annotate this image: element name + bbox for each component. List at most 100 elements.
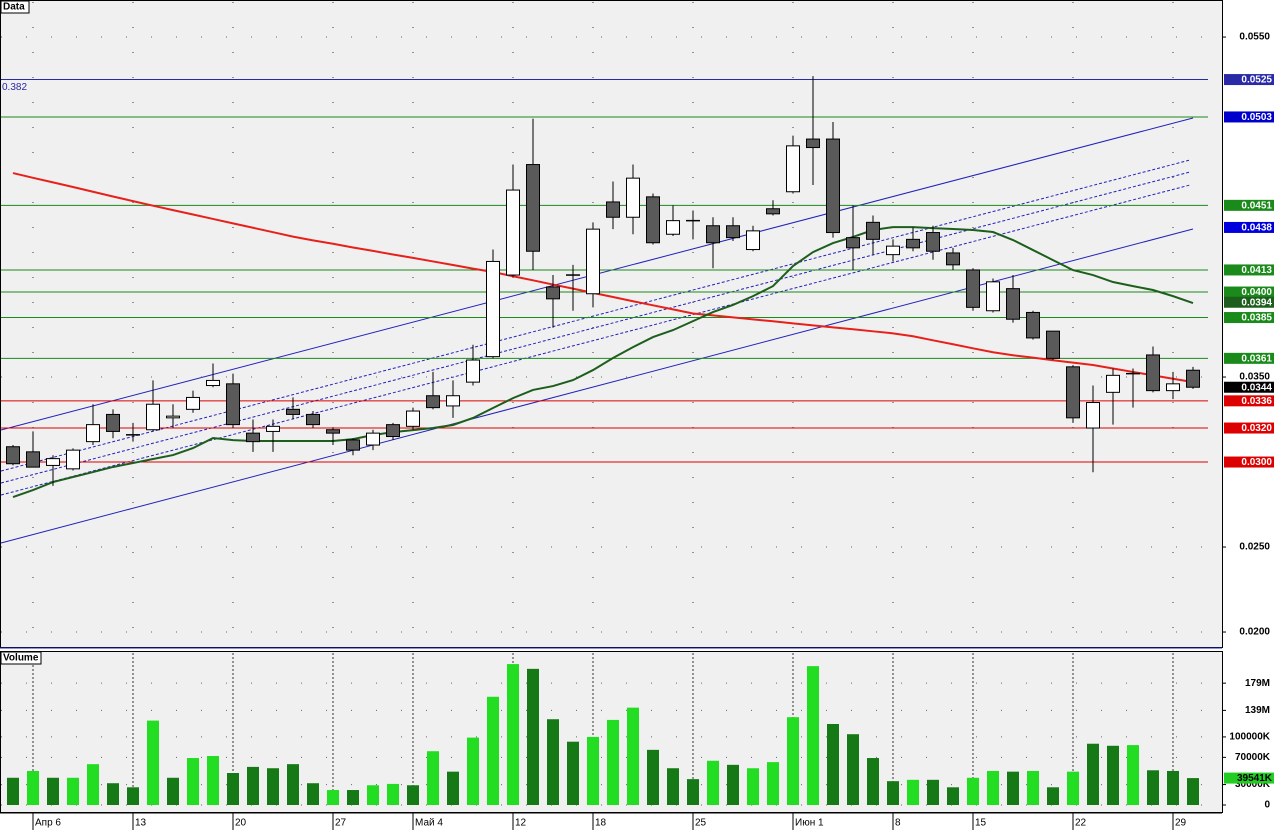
candle-body (746, 230, 760, 251)
candle-body (626, 177, 640, 218)
candle-body (246, 432, 260, 443)
level-label: 0.0525 (1241, 75, 1272, 86)
volume-bar (787, 717, 799, 805)
candle-body (346, 439, 360, 451)
x-tick-label: 25 (695, 818, 707, 829)
y-tick-label: 0.0550 (1239, 32, 1270, 43)
level-label: 0.0438 (1241, 223, 1272, 234)
volume-bar (1087, 743, 1099, 805)
candle-body (1006, 288, 1020, 320)
candle-body (366, 432, 380, 446)
candle-body (926, 232, 940, 252)
panel-title: Volume (3, 653, 39, 664)
volume-bar (427, 751, 439, 805)
x-tick-label: 18 (595, 818, 607, 829)
volume-bar (287, 764, 299, 805)
level-tag (1224, 381, 1274, 393)
x-tick-label: 20 (235, 818, 247, 829)
volume-bar (1067, 771, 1079, 805)
level-label: 0.0451 (1241, 200, 1272, 211)
volume-bar (807, 666, 819, 805)
candle-body (706, 225, 720, 244)
candle-body (66, 449, 80, 470)
candle-body (106, 413, 120, 432)
volume-bar (887, 781, 899, 805)
x-tick-label: 12 (515, 818, 527, 829)
y-tick-label: 139M (1245, 705, 1270, 716)
candle-body (286, 408, 300, 415)
y-tick-label: 30000K (1235, 779, 1271, 790)
channel-lower (0, 228, 1194, 544)
volume-bar (687, 779, 699, 805)
volume-bar (1047, 787, 1059, 805)
level-tag (1224, 456, 1274, 468)
volume-bar (607, 719, 619, 805)
price-panel (0, 0, 1223, 648)
volume-bar (747, 768, 759, 805)
level-tag (1224, 352, 1274, 364)
level-label: 0.0300 (1241, 457, 1272, 468)
volume-bar (527, 668, 539, 805)
volume-bar (647, 749, 659, 805)
volume-bar (707, 760, 719, 805)
volume-bar (27, 770, 39, 805)
x-tick-label: 29 (1175, 818, 1187, 829)
value-label: 39541K (1237, 773, 1273, 784)
volume-bar (1147, 770, 1159, 805)
level-label: 0.0320 (1241, 423, 1272, 434)
level-tag (1224, 111, 1274, 123)
volume-bar (107, 783, 119, 805)
x-tick-label: 27 (335, 818, 347, 829)
volume-bar (987, 770, 999, 805)
panel-title-box (0, 0, 30, 14)
candle-body (586, 228, 600, 295)
candle-body (186, 396, 200, 410)
volume-bar (167, 777, 179, 805)
level-label: 0.0385 (1241, 313, 1272, 324)
candle-body (846, 237, 860, 249)
level-tag (1224, 296, 1274, 308)
candle-body (646, 196, 660, 244)
candle-body (766, 208, 780, 215)
volume-bar (87, 764, 99, 805)
y-tick-label: 70000K (1235, 752, 1271, 763)
volume-bar (307, 783, 319, 805)
y-tick-label: 0.0200 (1239, 627, 1270, 638)
level-tag (1224, 312, 1274, 324)
candle-body (1026, 311, 1040, 339)
volume-bar (907, 779, 919, 805)
candle-body (606, 201, 620, 218)
volume-bar (467, 737, 479, 805)
candle-body (526, 164, 540, 252)
x-tick-label: Апр 6 (35, 818, 61, 829)
volume-bar (927, 779, 939, 805)
volume-bar (1127, 745, 1139, 805)
volume-bar (227, 773, 239, 805)
volume-bar (7, 777, 19, 805)
volume-bar (407, 785, 419, 805)
candle-body (1186, 369, 1200, 388)
y-tick-label: 0.0350 (1239, 372, 1270, 383)
candle-body (806, 138, 820, 149)
volume-bar (67, 777, 79, 805)
x-tick-label: 15 (975, 818, 987, 829)
volume-bar (1027, 770, 1039, 805)
volume-bar (327, 790, 339, 805)
volume-bar (567, 741, 579, 805)
volume-bar (187, 758, 199, 805)
candle-body (6, 446, 20, 465)
x-tick-label: 8 (895, 818, 901, 829)
candle-body (1166, 383, 1180, 392)
volume-bar (767, 762, 779, 805)
candle-body (326, 429, 340, 434)
candle-body (486, 260, 500, 358)
panel-title: Data (3, 2, 25, 13)
x-tick-label: Июн 1 (795, 818, 824, 829)
candle-body (866, 221, 880, 240)
candle-body (826, 138, 840, 234)
candle-body (306, 413, 320, 426)
y-tick-label: 100000K (1229, 732, 1270, 743)
level-tag (1224, 422, 1274, 434)
level-label: 0.0503 (1241, 112, 1272, 123)
